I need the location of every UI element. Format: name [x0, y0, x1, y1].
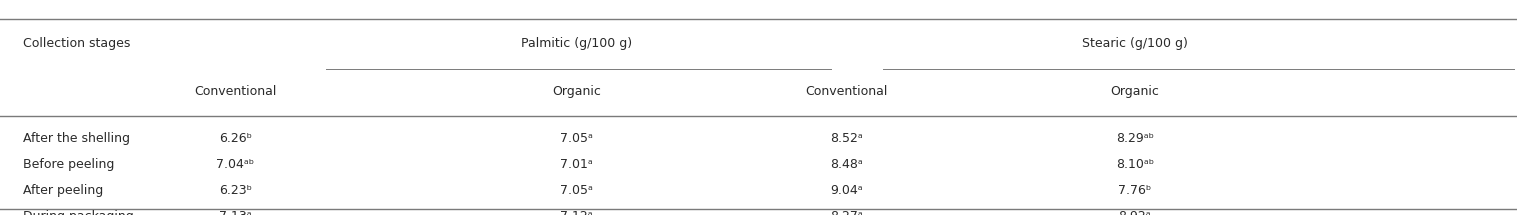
Text: 7.05ᵃ: 7.05ᵃ [560, 184, 593, 197]
Text: After the shelling: After the shelling [23, 132, 130, 145]
Text: 8.10ᵃᵇ: 8.10ᵃᵇ [1115, 158, 1154, 171]
Text: 7.01ᵃ: 7.01ᵃ [560, 158, 593, 171]
Text: After peeling: After peeling [23, 184, 103, 197]
Text: 6.26ᵇ: 6.26ᵇ [218, 132, 252, 145]
Text: 7.05ᵃ: 7.05ᵃ [560, 132, 593, 145]
Text: Conventional: Conventional [194, 85, 276, 98]
Text: Stearic (g/100 g): Stearic (g/100 g) [1082, 37, 1188, 49]
Text: Conventional: Conventional [806, 85, 887, 98]
Text: 8.52ᵃ: 8.52ᵃ [830, 132, 863, 145]
Text: 8.27ᵃ: 8.27ᵃ [830, 210, 863, 215]
Text: During packaging: During packaging [23, 210, 133, 215]
Text: 9.04ᵃ: 9.04ᵃ [830, 184, 863, 197]
Text: Organic: Organic [1110, 85, 1159, 98]
Text: 7.76ᵇ: 7.76ᵇ [1118, 184, 1151, 197]
Text: Before peeling: Before peeling [23, 158, 114, 171]
Text: 8.48ᵃ: 8.48ᵃ [830, 158, 863, 171]
Text: 7.13ᵃ: 7.13ᵃ [218, 210, 252, 215]
Text: Organic: Organic [552, 85, 601, 98]
Text: Collection stages: Collection stages [23, 37, 130, 49]
Text: 8.29ᵃᵇ: 8.29ᵃᵇ [1115, 132, 1154, 145]
Text: 8.92ᵃ: 8.92ᵃ [1118, 210, 1151, 215]
Text: 7.12ᵃ: 7.12ᵃ [560, 210, 593, 215]
Text: Palmitic (g/100 g): Palmitic (g/100 g) [520, 37, 633, 49]
Text: 7.04ᵃᵇ: 7.04ᵃᵇ [215, 158, 255, 171]
Text: 6.23ᵇ: 6.23ᵇ [218, 184, 252, 197]
